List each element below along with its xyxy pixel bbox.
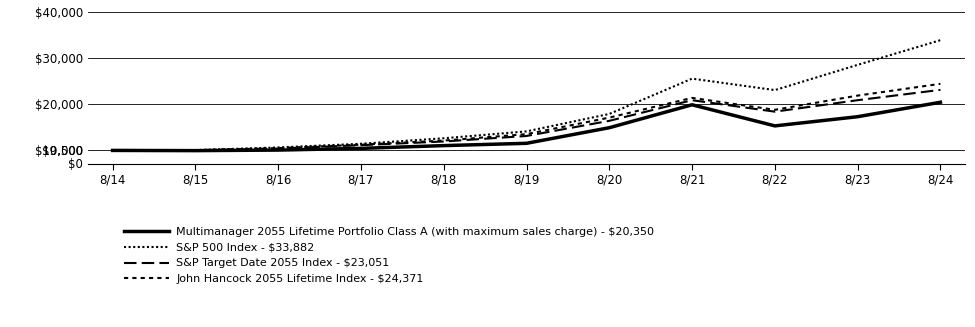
Legend: Multimanager 2055 Lifetime Portfolio Class A (with maximum sales charge) - $20,3: Multimanager 2055 Lifetime Portfolio Cla… xyxy=(120,223,659,288)
